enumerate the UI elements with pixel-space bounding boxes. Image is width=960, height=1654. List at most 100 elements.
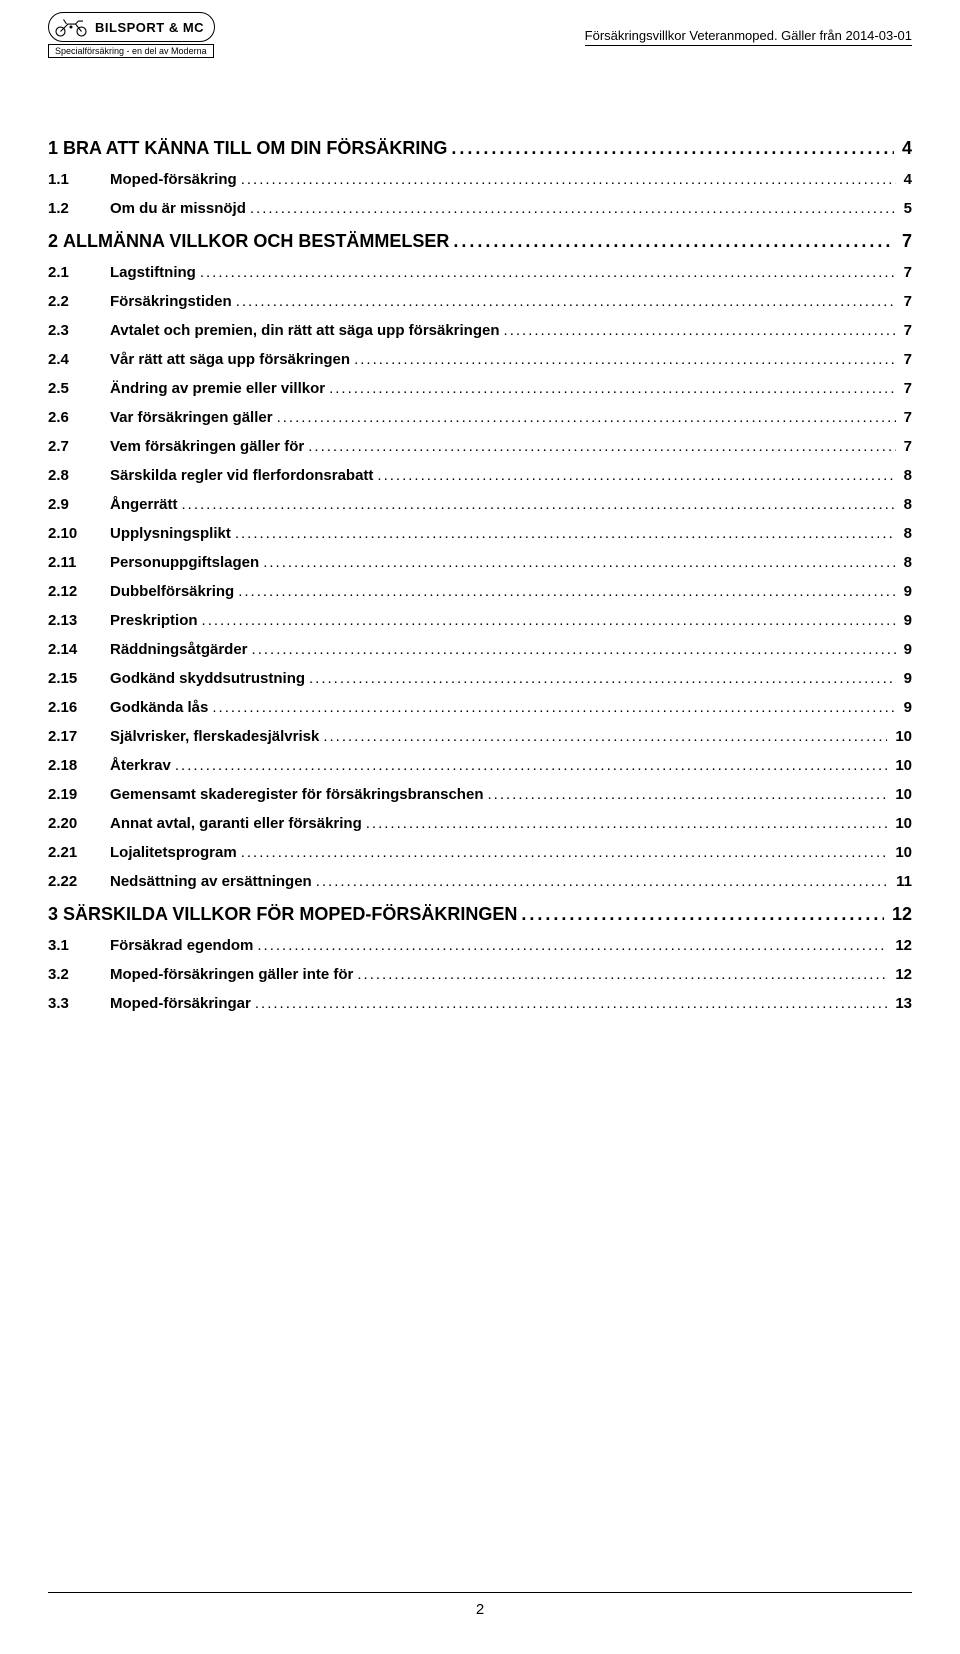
toc-entry[interactable]: 2.14Räddningsåtgärder9 [48, 641, 912, 658]
table-of-contents: 1 BRA ATT KÄNNA TILL OM DIN FÖRSÄKRING41… [48, 138, 912, 1012]
toc-page: 10 [891, 815, 912, 832]
page-header: BILSPORT & MC Specialförsäkring - en del… [48, 0, 912, 58]
toc-page: 12 [891, 937, 912, 954]
toc-entry[interactable]: 3.1Försäkrad egendom12 [48, 937, 912, 954]
toc-title: Moped-försäkring [110, 171, 237, 188]
toc-page: 9 [900, 612, 912, 629]
toc-entry[interactable]: 2.13Preskription9 [48, 612, 912, 629]
toc-title: Var försäkringen gäller [110, 409, 273, 426]
page-number: 2 [48, 1601, 912, 1618]
toc-title: Preskription [110, 612, 198, 629]
toc-title: Försäkringstiden [110, 293, 232, 310]
toc-entry[interactable]: 3.2Moped-försäkringen gäller inte för12 [48, 966, 912, 983]
toc-entry[interactable]: 2.20Annat avtal, garanti eller försäkrin… [48, 815, 912, 832]
toc-page: 7 [898, 231, 912, 252]
toc-entry[interactable]: 2.5Ändring av premie eller villkor7 [48, 380, 912, 397]
toc-entry[interactable]: 2.6Var försäkringen gäller7 [48, 409, 912, 426]
toc-leader [175, 757, 887, 774]
toc-page: 9 [900, 699, 912, 716]
toc-page: 7 [900, 409, 912, 426]
toc-leader [366, 815, 888, 832]
toc-leader [202, 612, 896, 629]
toc-title: Dubbelförsäkring [110, 583, 234, 600]
logo-main: BILSPORT & MC [48, 12, 215, 42]
toc-number: 2.7 [48, 438, 110, 455]
toc-entry[interactable]: 2.18Återkrav10 [48, 757, 912, 774]
toc-entry[interactable]: 2.1Lagstiftning7 [48, 264, 912, 281]
toc-title: Vem försäkringen gäller för [110, 438, 304, 455]
toc-entry[interactable]: 2.4Vår rätt att säga upp försäkringen7 [48, 351, 912, 368]
page-footer: 2 [48, 1592, 912, 1618]
toc-leader [250, 200, 896, 217]
toc-page: 7 [900, 293, 912, 310]
toc-entry[interactable]: 1.1Moped-försäkring4 [48, 171, 912, 188]
toc-entry[interactable]: 2.11Personuppgiftslagen8 [48, 554, 912, 571]
toc-number: 2.18 [48, 757, 110, 774]
toc-leader [200, 264, 896, 281]
toc-leader [354, 351, 896, 368]
toc-entry[interactable]: 3.3Moped-försäkringar13 [48, 995, 912, 1012]
toc-entry[interactable]: 2.9Ångerrätt8 [48, 496, 912, 513]
toc-page: 10 [891, 844, 912, 861]
toc-number: 2.4 [48, 351, 110, 368]
toc-entry[interactable]: 1 BRA ATT KÄNNA TILL OM DIN FÖRSÄKRING4 [48, 138, 912, 159]
toc-title: Nedsättning av ersättningen [110, 873, 312, 890]
toc-number: 3 [48, 904, 58, 925]
toc-page: 7 [900, 322, 912, 339]
toc-number: 2.5 [48, 380, 110, 397]
toc-number: 2.22 [48, 873, 110, 890]
toc-number: 2.10 [48, 525, 110, 542]
toc-entry[interactable]: 2.3Avtalet och premien, din rätt att säg… [48, 322, 912, 339]
toc-title: Lojalitetsprogram [110, 844, 237, 861]
toc-entry[interactable]: 2.15Godkänd skyddsutrustning9 [48, 670, 912, 687]
toc-title: Räddningsåtgärder [110, 641, 248, 658]
toc-entry[interactable]: 2 ALLMÄNNA VILLKOR OCH BESTÄMMELSER7 [48, 231, 912, 252]
toc-number: 1 [48, 138, 58, 159]
toc-entry[interactable]: 2.21Lojalitetsprogram10 [48, 844, 912, 861]
toc-entry[interactable]: 2.17Självrisker, flerskadesjälvrisk10 [48, 728, 912, 745]
toc-leader [235, 525, 896, 542]
logo-text: BILSPORT & MC [95, 20, 204, 35]
toc-title: Försäkrad egendom [110, 937, 253, 954]
toc-entry[interactable]: 3 SÄRSKILDA VILLKOR FÖR MOPED-FÖRSÄKRING… [48, 904, 912, 925]
toc-number: 1.2 [48, 200, 110, 217]
toc-entry[interactable]: 2.12Dubbelförsäkring9 [48, 583, 912, 600]
toc-title: Lagstiftning [110, 264, 196, 281]
toc-title: Gemensamt skaderegister för försäkringsb… [110, 786, 483, 803]
toc-entry[interactable]: 2.16Godkända lås9 [48, 699, 912, 716]
toc-entry[interactable]: 2.10Upplysningsplikt8 [48, 525, 912, 542]
toc-number: 2.20 [48, 815, 110, 832]
toc-page: 7 [900, 438, 912, 455]
toc-leader [377, 467, 895, 484]
toc-leader [329, 380, 896, 397]
toc-number: 2.9 [48, 496, 110, 513]
toc-title: Självrisker, flerskadesjälvrisk [110, 728, 319, 745]
toc-number: 2.2 [48, 293, 110, 310]
toc-leader [357, 966, 887, 983]
toc-leader [308, 438, 895, 455]
company-logo: BILSPORT & MC Specialförsäkring - en del… [48, 12, 215, 58]
toc-leader [323, 728, 887, 745]
header-meta: Försäkringsvillkor Veteranmoped. Gäller … [585, 12, 912, 43]
toc-title: Upplysningsplikt [110, 525, 231, 542]
toc-leader [309, 670, 896, 687]
logo-subtitle: Specialförsäkring - en del av Moderna [48, 44, 214, 58]
toc-page: 4 [898, 138, 912, 159]
toc-page: 12 [891, 966, 912, 983]
toc-title: Annat avtal, garanti eller försäkring [110, 815, 362, 832]
toc-title: SÄRSKILDA VILLKOR FÖR MOPED-FÖRSÄKRINGEN [63, 904, 517, 925]
toc-page: 7 [900, 264, 912, 281]
toc-entry[interactable]: 2.19Gemensamt skaderegister för försäkri… [48, 786, 912, 803]
toc-leader [487, 786, 887, 803]
toc-entry[interactable]: 1.2Om du är missnöjd5 [48, 200, 912, 217]
toc-page: 9 [900, 641, 912, 658]
footer-rule [48, 1592, 912, 1593]
toc-page: 10 [891, 786, 912, 803]
toc-entry[interactable]: 2.7Vem försäkringen gäller för 7 [48, 438, 912, 455]
toc-title: Särskilda regler vid flerfordonsrabatt [110, 467, 373, 484]
toc-number: 2.11 [48, 554, 110, 571]
toc-title: Om du är missnöjd [110, 200, 246, 217]
toc-entry[interactable]: 2.8Särskilda regler vid flerfordonsrabat… [48, 467, 912, 484]
toc-entry[interactable]: 2.22Nedsättning av ersättningen11 [48, 873, 912, 890]
toc-entry[interactable]: 2.2Försäkringstiden 7 [48, 293, 912, 310]
